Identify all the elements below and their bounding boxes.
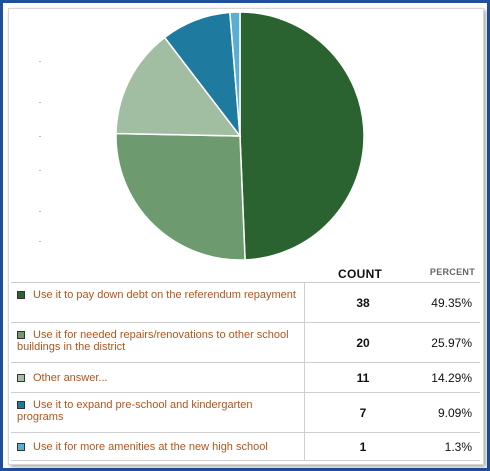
pie-slice[interactable] xyxy=(239,11,365,261)
answer-percent: 49.35% xyxy=(431,296,472,310)
answer-count: 20 xyxy=(356,336,370,350)
count-header: COUNT xyxy=(338,267,383,281)
axis-tick xyxy=(39,211,41,212)
legend-swatch xyxy=(17,443,25,451)
answer-cell: Use it for needed repairs/renovations to… xyxy=(11,323,305,362)
answer-percent: 1.3% xyxy=(444,440,472,454)
answer-cell: Use it to pay down debt on the referendu… xyxy=(11,283,305,322)
answer-count: 1 xyxy=(359,440,367,454)
table-row: Use it for needed repairs/renovations to… xyxy=(11,323,480,363)
answer-percent: 14.29% xyxy=(431,371,472,385)
pie-slice[interactable] xyxy=(229,11,241,137)
table-header: COUNT PERCENT xyxy=(9,261,483,281)
answer-percent: 9.09% xyxy=(437,406,472,420)
pie-slice[interactable] xyxy=(115,132,246,261)
results-table: COUNT PERCENT Use it to pay down debt on… xyxy=(9,261,483,461)
pie-slice[interactable] xyxy=(115,36,242,137)
legend-swatch xyxy=(17,331,25,339)
legend-swatch xyxy=(17,401,25,409)
answer-label: Use it for more amenities at the new hig… xyxy=(33,441,268,453)
answer-label: Other answer... xyxy=(33,372,108,384)
axis-tick xyxy=(39,102,41,103)
axis-tick xyxy=(39,170,41,171)
chart-panel: COUNT PERCENT Use it to pay down debt on… xyxy=(8,8,484,465)
table-row: Use it for more amenities at the new hig… xyxy=(11,433,480,461)
table-rows: Use it to pay down debt on the referendu… xyxy=(11,282,480,461)
answer-count: 7 xyxy=(359,406,367,420)
answer-cell: Use it to expand pre-school and kinderga… xyxy=(11,393,305,432)
axis-tick xyxy=(39,241,41,242)
legend-swatch xyxy=(17,374,25,382)
answer-label: Use it to expand pre-school and kinderga… xyxy=(17,399,253,423)
answer-count: 11 xyxy=(356,371,370,385)
answer-cell: Other answer... xyxy=(11,363,305,392)
axis-ticks xyxy=(39,9,45,279)
legend-swatch xyxy=(17,291,25,299)
answer-label: Use it for needed repairs/renovations to… xyxy=(17,329,289,353)
answer-count: 38 xyxy=(356,296,370,310)
table-row: Other answer... 11 14.29% xyxy=(11,363,480,393)
axis-tick xyxy=(39,136,41,137)
pie-chart xyxy=(115,11,365,261)
answer-percent: 25.97% xyxy=(431,336,472,350)
axis-tick xyxy=(39,61,41,62)
answer-cell: Use it for more amenities at the new hig… xyxy=(11,433,305,460)
table-row: Use it to expand pre-school and kinderga… xyxy=(11,393,480,433)
table-row: Use it to pay down debt on the referendu… xyxy=(11,283,480,323)
answer-label: Use it to pay down debt on the referendu… xyxy=(33,289,296,301)
percent-header: PERCENT xyxy=(429,267,475,277)
